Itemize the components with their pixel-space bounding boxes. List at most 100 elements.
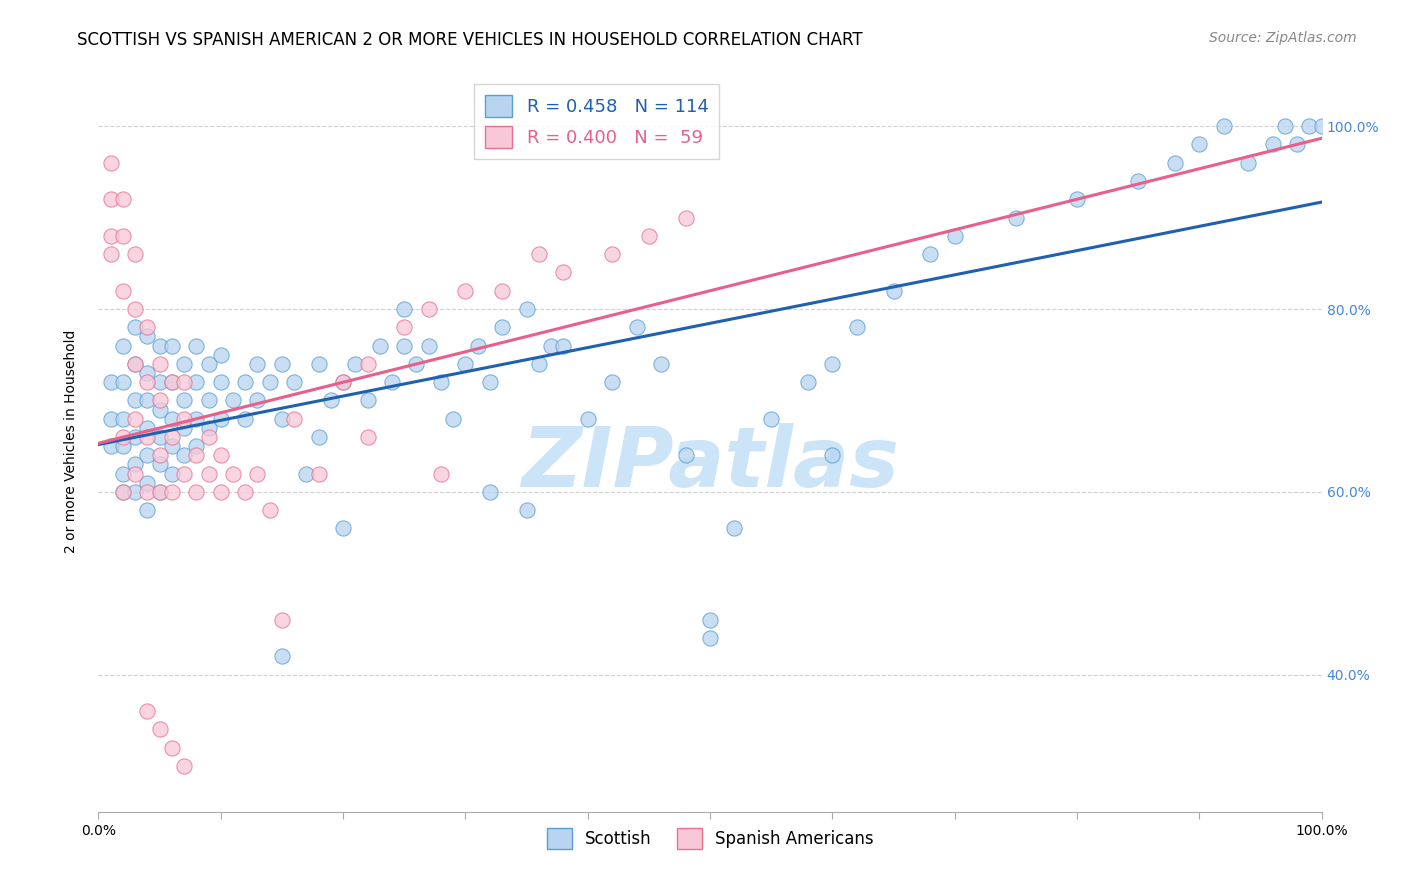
Point xyxy=(100,247,122,261)
Point xyxy=(454,284,477,298)
Point xyxy=(124,411,146,425)
Point xyxy=(600,375,623,389)
Point xyxy=(233,484,256,499)
Point xyxy=(723,521,745,535)
Point xyxy=(821,357,844,371)
Point xyxy=(478,484,501,499)
Point xyxy=(246,357,269,371)
Point xyxy=(295,467,318,481)
Point xyxy=(111,484,134,499)
Point xyxy=(270,411,294,425)
Point xyxy=(111,411,134,425)
Point xyxy=(454,357,477,371)
Point xyxy=(160,439,183,453)
Point xyxy=(160,375,183,389)
Point xyxy=(100,375,122,389)
Point xyxy=(1164,155,1187,169)
Point xyxy=(149,484,172,499)
Point xyxy=(111,430,134,444)
Point xyxy=(136,393,159,408)
Point xyxy=(467,338,489,352)
Point xyxy=(100,192,122,206)
Point xyxy=(124,357,146,371)
Point xyxy=(124,484,146,499)
Point xyxy=(553,265,575,279)
Point xyxy=(392,338,416,352)
Point xyxy=(491,284,513,298)
Text: SCOTTISH VS SPANISH AMERICAN 2 OR MORE VEHICLES IN HOUSEHOLD CORRELATION CHART: SCOTTISH VS SPANISH AMERICAN 2 OR MORE V… xyxy=(77,31,863,49)
Point xyxy=(920,247,942,261)
Point xyxy=(576,411,599,425)
Point xyxy=(149,357,172,371)
Point xyxy=(160,467,183,481)
Point xyxy=(821,448,844,462)
Point xyxy=(405,357,427,371)
Point xyxy=(319,393,342,408)
Point xyxy=(553,338,575,352)
Text: Source: ZipAtlas.com: Source: ZipAtlas.com xyxy=(1209,31,1357,45)
Point xyxy=(418,338,440,352)
Point xyxy=(441,411,464,425)
Point xyxy=(209,375,232,389)
Point xyxy=(1128,174,1150,188)
Point xyxy=(111,484,134,499)
Point xyxy=(259,375,281,389)
Point xyxy=(197,430,219,444)
Point xyxy=(308,430,330,444)
Point xyxy=(699,613,721,627)
Point xyxy=(233,375,256,389)
Point xyxy=(1286,137,1309,152)
Point xyxy=(430,375,453,389)
Point xyxy=(149,723,172,737)
Point xyxy=(222,393,245,408)
Point xyxy=(1274,119,1296,133)
Point xyxy=(1261,137,1284,152)
Point xyxy=(160,740,183,755)
Point xyxy=(136,484,159,499)
Point xyxy=(626,320,648,334)
Point xyxy=(540,338,562,352)
Point xyxy=(136,320,159,334)
Point xyxy=(124,467,146,481)
Point xyxy=(392,320,416,334)
Point xyxy=(111,228,134,243)
Point xyxy=(111,338,134,352)
Point xyxy=(283,411,305,425)
Point xyxy=(136,366,159,380)
Point xyxy=(136,421,159,435)
Point xyxy=(124,357,146,371)
Point xyxy=(173,448,195,462)
Point xyxy=(1212,119,1234,133)
Point xyxy=(136,430,159,444)
Point xyxy=(160,484,183,499)
Point xyxy=(1004,211,1026,225)
Point xyxy=(111,467,134,481)
Point xyxy=(136,704,159,718)
Point xyxy=(124,320,146,334)
Point xyxy=(111,439,134,453)
Point xyxy=(270,357,294,371)
Point xyxy=(160,375,183,389)
Point xyxy=(699,631,721,645)
Point xyxy=(344,357,367,371)
Point xyxy=(246,393,269,408)
Point xyxy=(149,430,172,444)
Point xyxy=(173,357,195,371)
Point xyxy=(197,421,219,435)
Point xyxy=(197,357,219,371)
Point xyxy=(259,503,281,517)
Point xyxy=(149,402,172,417)
Point xyxy=(186,448,208,462)
Point xyxy=(136,329,159,343)
Point xyxy=(124,458,146,472)
Point xyxy=(1188,137,1211,152)
Point xyxy=(491,320,513,334)
Point xyxy=(100,155,122,169)
Point xyxy=(186,484,208,499)
Point xyxy=(149,375,172,389)
Point xyxy=(111,284,134,298)
Point xyxy=(124,430,146,444)
Point xyxy=(124,247,146,261)
Point xyxy=(332,375,354,389)
Point xyxy=(209,448,232,462)
